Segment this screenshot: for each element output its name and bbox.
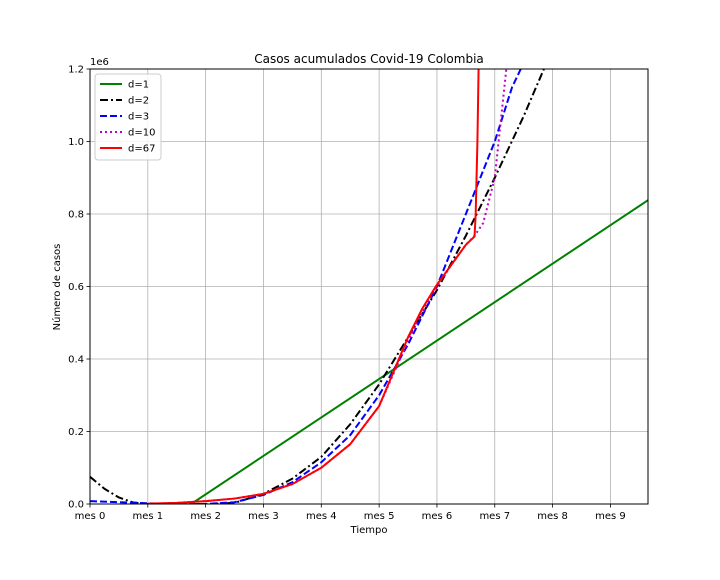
y-tick-label: 0.8: [68, 210, 84, 221]
legend-label: d=3: [128, 112, 149, 123]
series-lines: [90, 69, 648, 504]
x-tick-label: mes 4: [306, 511, 337, 522]
x-tick-label: mes 0: [75, 511, 106, 522]
legend-label: d=2: [128, 96, 149, 107]
legend-label: d=67: [128, 144, 155, 155]
x-tick-label: mes 3: [248, 511, 279, 522]
y-offset-label: 1e6: [90, 57, 109, 68]
x-tick-label: mes 6: [422, 511, 453, 522]
y-tick-label: 0.4: [68, 355, 84, 366]
x-tick-label: mes 9: [595, 511, 626, 522]
x-tick-label: mes 1: [132, 511, 163, 522]
legend-label: d=10: [128, 128, 155, 139]
x-tick-label: mes 5: [364, 511, 395, 522]
legend-label: d=1: [128, 80, 149, 91]
legend-box: [94, 73, 162, 161]
x-tick-label: mes 7: [479, 511, 510, 522]
legend: d=1 d=2 d=3 d=10 d=67: [94, 73, 162, 161]
y-tick-label: 0.0: [68, 500, 84, 511]
series-line-d1: [190, 199, 648, 504]
x-tick-label: mes 2: [190, 511, 221, 522]
x-axis-label: Tiempo: [350, 525, 388, 536]
series-line-d3: [90, 69, 522, 504]
chart-title: Casos acumulados Covid-19 Colombia: [254, 52, 484, 66]
y-tick-label: 1.2: [68, 65, 84, 76]
x-tick-label: mes 8: [537, 511, 568, 522]
y-tick-label: 0.6: [68, 282, 84, 293]
series-line-d67: [147, 69, 480, 504]
y-tick-label: 1.0: [68, 137, 84, 148]
y-axis-label: Número de casos: [51, 244, 63, 331]
y-tick-label: 0.2: [68, 427, 84, 438]
axis-ticks: mes 0 mes 1 mes 2 mes 3 mes 4 mes 5 mes 6 mes 7…: [68, 65, 626, 523]
